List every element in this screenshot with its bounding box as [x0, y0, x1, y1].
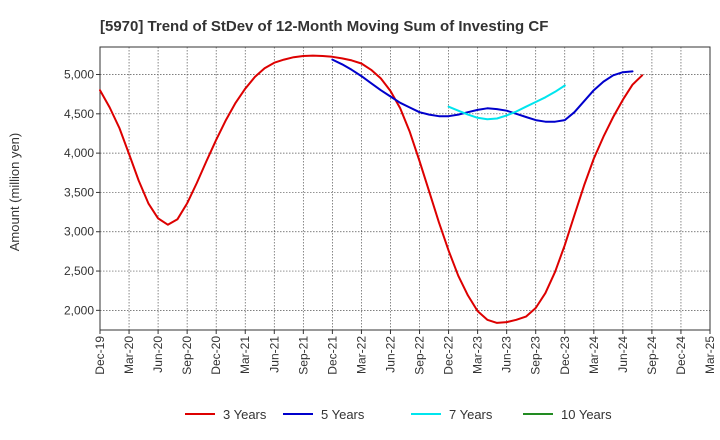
legend-label: 5 Years: [321, 407, 365, 422]
x-tick-label: Mar-20: [122, 336, 136, 374]
y-tick-label: 5,000: [64, 68, 94, 82]
plot-border: [99, 46, 711, 331]
y-axis-label: Amount (million yen): [7, 133, 22, 252]
x-tick-label: Dec-19: [93, 336, 107, 375]
series-line-3-years: [99, 54, 644, 324]
x-tick-label: Sep-23: [529, 336, 543, 375]
legend-label: 3 Years: [223, 407, 267, 422]
axis-layer: 2,000 2,500 3,000 3,500 4,000 4,500 5,000 Dec-1…: [64, 46, 717, 375]
x-tick-label: Dec-21: [325, 336, 339, 375]
x-tick-label: Mar-21: [238, 336, 252, 374]
y-tick-label: 2,500: [64, 264, 94, 278]
x-tick-label: Jun-24: [616, 336, 630, 373]
x-tick-label: Jun-20: [151, 336, 165, 373]
y-tick-label: 2,000: [64, 303, 94, 317]
x-tick-label: Dec-22: [442, 336, 456, 375]
x-tick-label: Sep-24: [645, 336, 659, 375]
legend-label: 7 Years: [449, 407, 493, 422]
x-tick-label: Jun-23: [500, 336, 514, 373]
y-tick-label: 4,500: [64, 107, 94, 121]
x-tick-label: Sep-21: [296, 336, 310, 375]
x-tick-label: Mar-24: [587, 336, 601, 374]
x-tick-label: Mar-22: [354, 336, 368, 374]
legend-label: 10 Years: [561, 407, 612, 422]
y-tick-label: 3,500: [64, 185, 94, 199]
x-tick-label: Mar-25: [703, 336, 717, 374]
y-tick-label: 4,000: [64, 146, 94, 160]
series-line-5-years: [331, 58, 634, 123]
x-tick-label: Jun-22: [383, 336, 397, 373]
x-tick-label: Dec-23: [558, 336, 572, 375]
grid-layer: [99, 47, 711, 330]
chart-title: [5970] Trend of StDev of 12-Month Moving…: [100, 18, 548, 35]
x-tick-label: Dec-24: [674, 336, 688, 375]
y-tick-label: 3,000: [64, 225, 94, 239]
x-tick-label: Jun-21: [267, 336, 281, 373]
x-tick-label: Dec-20: [209, 336, 223, 375]
x-tick-label: Sep-20: [180, 336, 194, 375]
series-layer: [99, 54, 644, 324]
x-tick-label: Mar-23: [471, 336, 485, 374]
series-line-7-years: [447, 84, 566, 121]
x-tick-label: Sep-22: [413, 336, 427, 375]
legend-layer: 3 Years 5 Years 7 Years 10 Years: [185, 407, 612, 422]
